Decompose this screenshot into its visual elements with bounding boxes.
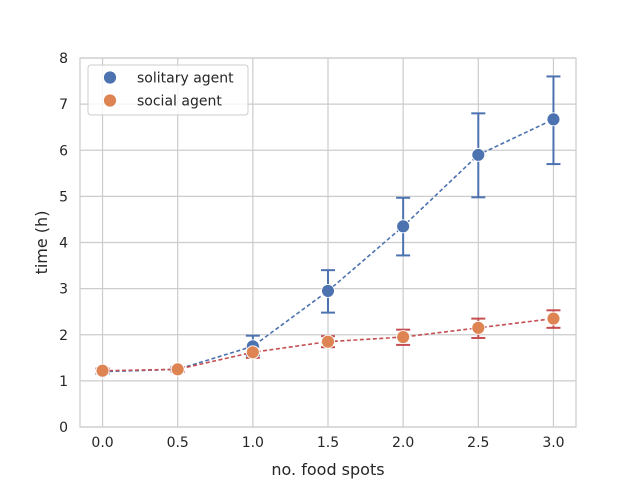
data-point [546, 112, 561, 127]
x-axis-label: no. food spots [271, 460, 384, 479]
x-tick-label: 2.5 [467, 435, 489, 451]
legend: solitary agent social agent [87, 64, 249, 116]
y-tick-label: 8 [59, 51, 68, 67]
y-axis-label: time (h) [32, 211, 51, 275]
plot-frame [79, 57, 577, 428]
y-tick-label: 5 [59, 189, 68, 205]
y-tick-labels: 0 1 2 3 4 5 6 7 8 [59, 51, 68, 436]
x-tick-label: 0.0 [91, 435, 113, 451]
x-tick-label: 0.5 [167, 435, 189, 451]
y-tick-label: 2 [59, 328, 68, 344]
legend-marker-social [103, 93, 117, 108]
data-point [95, 363, 110, 378]
x-tick-label: 1.5 [317, 435, 339, 451]
data-point [321, 334, 335, 349]
x-tick-label: 2.0 [392, 435, 414, 451]
legend-label-social: social agent [137, 94, 222, 110]
data-point [471, 320, 486, 335]
legend-label-solitary: solitary agent [137, 71, 234, 87]
y-tick-label: 0 [59, 420, 68, 436]
data-point [170, 362, 185, 377]
y-tick-label: 7 [59, 97, 68, 113]
data-point [245, 345, 260, 360]
data-point [546, 311, 561, 326]
y-tick-label: 4 [59, 236, 68, 252]
data-point [396, 219, 411, 234]
y-tick-label: 3 [59, 282, 68, 298]
y-tick-label: 6 [59, 143, 68, 159]
x-tick-labels: 0.0 0.5 1.0 1.5 2.0 2.5 3.0 [91, 435, 564, 451]
data-point [321, 283, 335, 298]
x-tick-label: 1.0 [242, 435, 264, 451]
data-point [396, 330, 411, 345]
data-points [95, 112, 561, 379]
y-tick-label: 1 [59, 374, 68, 390]
data-point [471, 147, 486, 162]
legend-marker-solitary [103, 70, 117, 85]
legend-box [87, 64, 249, 116]
x-tick-label: 3.0 [542, 435, 564, 451]
